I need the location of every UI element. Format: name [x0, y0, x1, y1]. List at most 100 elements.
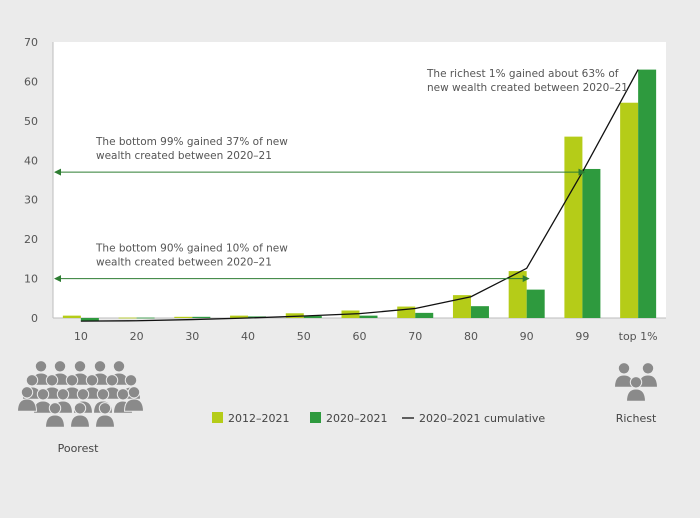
- person-body: [69, 414, 91, 428]
- annotation-top1: The richest 1% gained about 63% of new we…: [426, 68, 628, 94]
- person-head: [96, 388, 110, 401]
- person-head: [56, 388, 70, 401]
- bar: [230, 315, 249, 318]
- x-tick-label: 50: [297, 330, 311, 343]
- y-tick-label: 40: [24, 154, 38, 167]
- bar: [470, 306, 489, 318]
- bar: [620, 102, 639, 318]
- y-tick-label: 20: [24, 233, 38, 246]
- bar: [359, 315, 378, 318]
- annotation-bottom90: The bottom 90% gained 10% of new wealth c…: [95, 243, 288, 269]
- person-head: [25, 374, 39, 387]
- person-head: [45, 374, 59, 387]
- y-tick-label: 0: [31, 312, 38, 325]
- legend-swatch-2012-2021: [212, 412, 223, 423]
- legend-label-2012-2021: 2012–2021: [228, 412, 290, 425]
- legend-label-2020-2021: 2020–2021: [326, 412, 388, 425]
- richest-label: Richest: [616, 412, 657, 425]
- legend: 2012–2021 2020–2021 2020–2021 cumulative: [212, 412, 545, 425]
- person-head: [617, 362, 631, 375]
- annotation-line: new wealth created between 2020–21: [427, 82, 628, 94]
- y-tick-labels: 0 10 20 30 40 50 60 70: [24, 36, 38, 325]
- annotation-line: wealth created between 2020–21: [96, 257, 272, 269]
- person-head: [48, 402, 62, 415]
- bar: [285, 313, 304, 318]
- x-tick-labels: 10 20 30 40 50 60 70 80 90 99 top 1%: [74, 330, 658, 343]
- bar: [303, 316, 322, 318]
- annotation-line: wealth created between 2020–21: [96, 150, 272, 162]
- person-head: [76, 388, 90, 401]
- y-tick-label: 70: [24, 36, 38, 49]
- annotation-line: The bottom 90% gained 10% of new: [95, 243, 288, 255]
- legend-swatch-2020-2021: [310, 412, 321, 423]
- person-head: [34, 360, 48, 373]
- person-head: [124, 374, 138, 387]
- annotation-line: The richest 1% gained about 63% of: [426, 68, 619, 80]
- person-body: [625, 388, 647, 402]
- bar: [80, 318, 99, 322]
- plot-area: [53, 42, 666, 318]
- annotation-bottom99: The bottom 99% gained 37% of new wealth c…: [95, 136, 288, 162]
- person-head: [629, 376, 643, 389]
- bar: [192, 316, 211, 318]
- person-icon: [637, 362, 659, 388]
- x-tick-label: 30: [185, 330, 199, 343]
- bars: [62, 69, 657, 322]
- bar: [582, 168, 601, 318]
- person-body: [44, 414, 66, 428]
- person-head: [20, 386, 34, 399]
- person-head: [105, 374, 119, 387]
- annotations: The richest 1% gained about 63% of new we…: [54, 68, 628, 283]
- crowd-icon: [16, 360, 145, 428]
- person-icon: [32, 388, 54, 414]
- annotation-line: The bottom 99% gained 37% of new: [95, 136, 288, 148]
- y-tick-label: 50: [24, 115, 38, 128]
- bar: [136, 317, 155, 319]
- cumulative-line: [80, 69, 639, 322]
- bar: [508, 271, 527, 318]
- poorest-label: Poorest: [58, 442, 99, 455]
- person-head: [98, 402, 112, 415]
- person-head: [36, 388, 50, 401]
- x-tick-label: 70: [408, 330, 422, 343]
- person-icon: [44, 402, 66, 428]
- person-icon: [123, 386, 145, 412]
- x-tick-label: 90: [520, 330, 534, 343]
- legend-label-cumulative: 2020–2021 cumulative: [419, 412, 545, 425]
- person-body: [16, 398, 38, 412]
- person-head: [73, 402, 87, 415]
- person-head: [127, 386, 141, 399]
- person-icon: [94, 402, 116, 428]
- bar: [638, 69, 657, 318]
- person-icon: [16, 386, 38, 412]
- person-head: [65, 374, 79, 387]
- person-body: [94, 414, 116, 428]
- x-tick-label: 40: [241, 330, 255, 343]
- bar: [452, 295, 471, 318]
- x-tick-label: 10: [74, 330, 88, 343]
- cumulative-line-layer: [80, 69, 639, 322]
- bar: [526, 289, 545, 318]
- bar: [415, 312, 434, 318]
- person-head: [73, 360, 87, 373]
- person-icon: [625, 376, 647, 402]
- x-tick-label: 80: [464, 330, 478, 343]
- person-body: [123, 398, 145, 412]
- x-tick-label: top 1%: [619, 330, 658, 343]
- y-tick-label: 60: [24, 75, 38, 88]
- person-head: [85, 374, 99, 387]
- bar: [397, 306, 416, 318]
- person-icon: [613, 362, 635, 388]
- person-head: [641, 362, 655, 375]
- person-head: [93, 360, 107, 373]
- bar: [62, 315, 81, 318]
- bar: [174, 316, 193, 318]
- person-head: [116, 388, 130, 401]
- y-tick-label: 10: [24, 273, 38, 286]
- person-head: [112, 360, 126, 373]
- x-tick-label: 20: [130, 330, 144, 343]
- person-head: [53, 360, 67, 373]
- x-tick-label: 99: [575, 330, 589, 343]
